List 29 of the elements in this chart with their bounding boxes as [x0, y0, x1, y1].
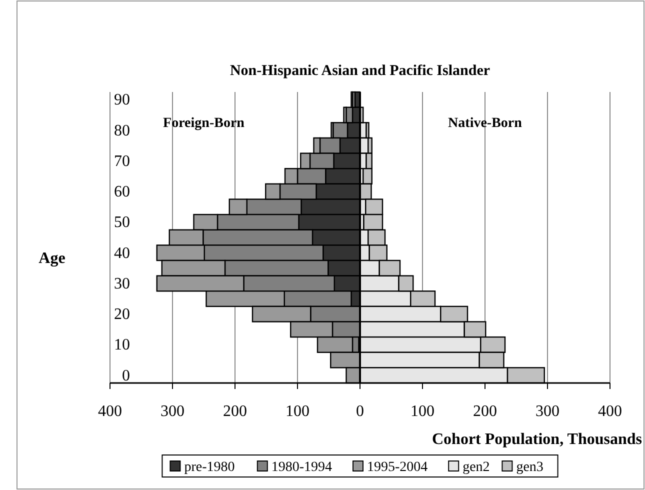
x-tick-label: 400: [98, 403, 122, 420]
y-tick-label: 20: [114, 306, 130, 324]
legend-label: 1980-1994: [271, 460, 332, 475]
y-axis-title: Age: [38, 250, 66, 267]
chart-title: Non-Hispanic Asian and Pacific Islander: [230, 63, 490, 79]
x-tick-label: 100: [286, 403, 310, 420]
legend-label: gen2: [462, 460, 490, 475]
x-tick-label: 400: [598, 403, 622, 420]
y-tick-label: 40: [114, 244, 130, 262]
x-tick-label: 300: [536, 403, 560, 420]
y-tick-label: 30: [114, 275, 130, 292]
x-tick-label: 200: [473, 403, 497, 420]
y-tick-label: 80: [114, 122, 130, 140]
annotation: Foreign-Born: [163, 116, 245, 131]
annotation: Native-Born: [448, 116, 522, 131]
x-tick-label: 100: [410, 403, 434, 420]
y-tick-label: 70: [114, 152, 130, 170]
legend-label: 1995-2004: [367, 460, 428, 475]
y-tick-label: 10: [114, 336, 130, 354]
x-tick-label: 300: [160, 403, 184, 420]
legend-label: pre-1980: [184, 460, 235, 475]
y-tick-label: 50: [114, 214, 130, 232]
x-tick-label: 0: [356, 403, 364, 420]
y-tick-label: 0: [122, 367, 130, 384]
y-tick-label: 60: [114, 184, 130, 201]
x-axis-title: Cohort Population, Thousands: [432, 431, 642, 448]
legend-label: gen3: [516, 460, 544, 475]
y-tick-label: 90: [114, 92, 130, 109]
x-tick-label: 200: [223, 403, 247, 420]
